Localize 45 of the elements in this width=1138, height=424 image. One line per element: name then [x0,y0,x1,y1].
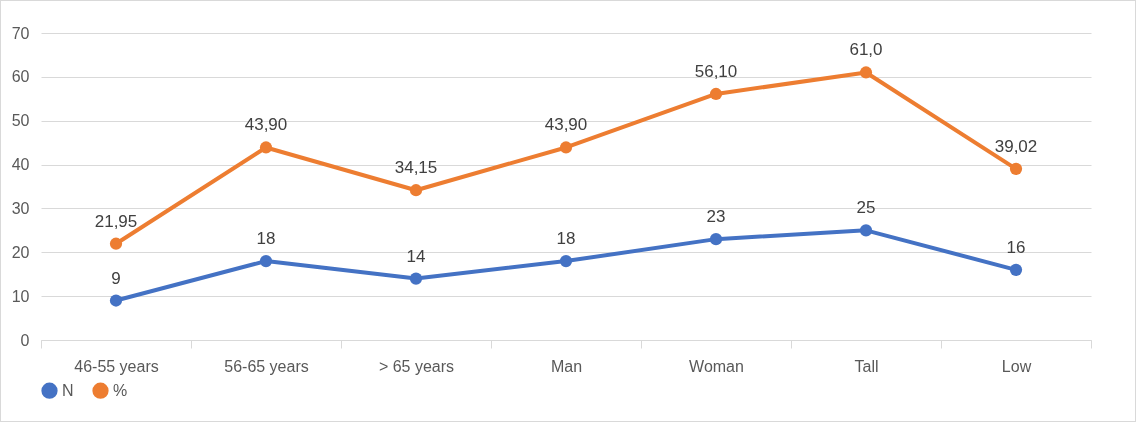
data-label: 61,0 [849,40,883,60]
legend-label: % [113,381,128,399]
point [859,224,873,237]
data-label: 18 [556,229,576,249]
point [709,233,723,246]
x-tick-label: 56-65 years [224,357,309,375]
point [409,272,423,285]
x-tick-label: Man [550,357,583,375]
data-label: 16 [1006,237,1026,257]
point [109,237,123,250]
data-label: 43,90 [244,115,288,135]
data-label: 14 [406,246,426,266]
legend-label: N [62,381,74,399]
point [259,141,273,154]
y-tick-label: 60 [11,68,30,86]
point [109,294,123,307]
point [1009,162,1023,175]
x-tick-label: Low [1001,357,1032,375]
data-label: 39,02 [994,136,1038,156]
point [559,141,573,154]
data-label: 34,15 [394,158,438,178]
y-tick-label: 10 [11,287,30,305]
point [259,254,273,268]
y-tick-label: 0 [20,331,30,349]
x-tick-label: Woman [689,357,744,375]
data-label: 9 [111,268,121,288]
data-label: 23 [706,207,726,227]
y-tick-label: 50 [11,112,30,130]
data-label: 56,10 [694,61,738,81]
point [559,254,573,268]
data-label: 18 [256,229,276,249]
data-label: 25 [856,198,876,218]
data-label: 21,95 [94,211,138,231]
x-tick-label: > 65 years [378,357,455,375]
x-tick-label: 46-55 years [74,357,159,375]
y-tick-label: 70 [11,24,30,42]
y-tick-label: 40 [11,156,30,174]
point [1009,263,1023,276]
y-tick-label: 30 [11,199,30,217]
y-tick-label: 20 [11,243,30,261]
point [859,66,873,79]
point [409,184,423,197]
data-label: 43,90 [544,115,588,135]
point [709,87,723,101]
x-tick-label: Tall [854,357,879,375]
